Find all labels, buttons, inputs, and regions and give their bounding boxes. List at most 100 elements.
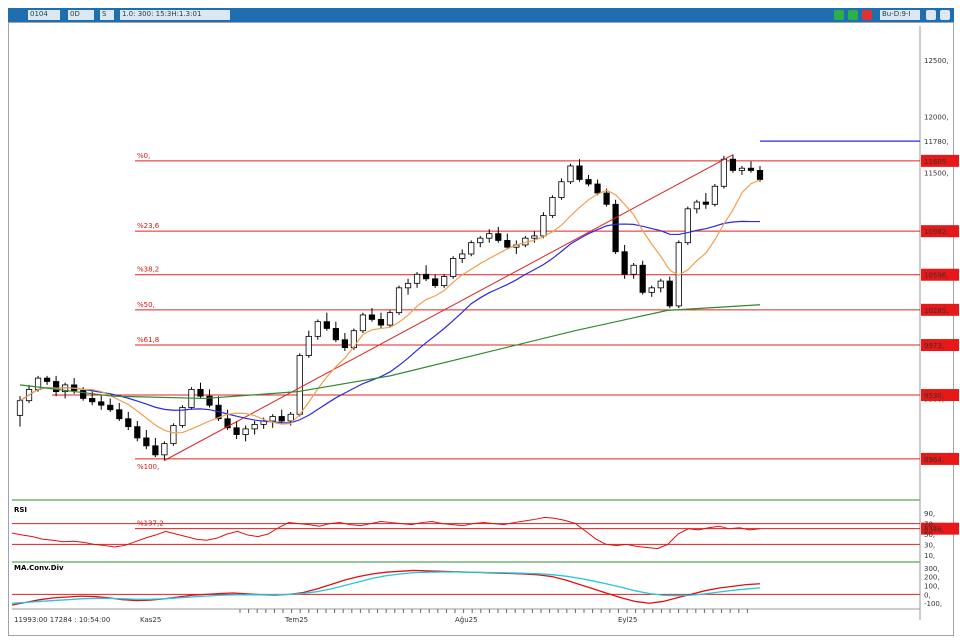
minimize-icon[interactable]	[926, 10, 936, 20]
title-field-period[interactable]: 0D	[68, 10, 94, 20]
candle-body	[747, 167, 755, 171]
last-price-label: 11780,	[924, 138, 949, 146]
fib-level-label: %0,	[137, 152, 150, 160]
candle-body	[630, 264, 637, 275]
fib-price-tag-label: 8964,	[924, 456, 944, 464]
fib-price-tag-label: 10596,	[924, 272, 949, 280]
candle-body	[98, 401, 105, 406]
candle-body	[16, 400, 24, 416]
candle-body	[612, 203, 619, 253]
candle-body	[314, 321, 321, 337]
candle-body	[152, 445, 159, 456]
time-axis-label: Eyl25	[618, 616, 637, 624]
title-field-type[interactable]: S	[100, 10, 114, 20]
candle-body	[558, 181, 565, 198]
candle-body	[395, 287, 403, 314]
macd-tick-label: 200,	[924, 574, 940, 582]
candle-body	[377, 319, 385, 326]
title-field-ohlc: 1.0: 300: 15:3H:1.3:01	[120, 10, 230, 20]
candle-body	[224, 418, 231, 429]
candle-body	[702, 201, 709, 205]
candle-body	[125, 418, 132, 428]
candle-body	[359, 314, 367, 332]
fib-level-label: %50,	[137, 301, 155, 309]
candle-body	[233, 427, 240, 435]
fib-price-tag	[921, 303, 959, 316]
time-axis-label: Kas25	[140, 616, 161, 624]
candle-body	[549, 197, 556, 217]
candle-body	[179, 407, 186, 426]
rsi-tick-label: 90,	[924, 510, 935, 518]
candle-body	[621, 251, 628, 275]
fib-price-tag-label: 10285,	[924, 307, 949, 315]
time-axis-label: Tem25	[284, 616, 308, 624]
window-icon-green[interactable]	[834, 10, 844, 20]
candle-body	[450, 258, 457, 277]
candle-body	[531, 235, 538, 239]
candle-body	[269, 416, 276, 422]
fib-level-label: %23,6	[137, 222, 160, 230]
fib-price-tag	[921, 225, 959, 238]
candle-body	[386, 312, 394, 326]
rsi-tick-label: 10,	[924, 552, 935, 560]
fib-price-tag-label: 9973,	[924, 342, 944, 350]
fib-price-tag-label: 10982,	[924, 228, 949, 236]
macd-tick-label: 0,	[924, 591, 931, 599]
candle-body	[43, 377, 51, 382]
candle-body	[287, 413, 294, 422]
candle-body	[52, 381, 60, 393]
candle-body	[693, 201, 700, 210]
moving-average-line	[19, 220, 760, 424]
fib-price-tag	[921, 268, 959, 281]
candle-body	[332, 328, 339, 341]
candle-body	[80, 390, 87, 399]
candle-body	[441, 276, 448, 286]
candle-body	[540, 215, 547, 237]
candle-body	[413, 273, 421, 284]
window-icon-red[interactable]	[862, 10, 872, 20]
price-tick-label: 12500,	[924, 57, 949, 65]
price-tick-label: 12000,	[924, 113, 949, 121]
candle-body	[648, 287, 655, 293]
candle-body	[161, 443, 168, 456]
close-icon[interactable]	[940, 10, 950, 20]
chart-frame	[8, 22, 954, 636]
fib-price-tag-label: 11605	[924, 158, 946, 166]
time-axis-label: Ağu25	[455, 616, 478, 624]
candle-body	[576, 165, 583, 180]
fib-price-tag	[921, 389, 959, 402]
window-title-bar: 0104 0D S 1.0: 300: 15:3H:1.3:01 Bu-D:9-…	[8, 8, 954, 22]
candle-body	[323, 321, 330, 329]
candle-body	[738, 167, 746, 171]
fib-price-tag	[921, 154, 959, 167]
candle-body	[639, 264, 646, 293]
candle-body	[116, 409, 123, 420]
candle-body	[89, 398, 96, 403]
fib-price-tag-label: 8346,	[924, 526, 944, 534]
candle-body	[296, 355, 303, 415]
fib-level-label: %100,	[137, 463, 159, 471]
candle-body	[341, 339, 348, 349]
candle-body	[720, 158, 728, 187]
title-field-symbol[interactable]: 0104	[28, 10, 60, 20]
candle-body	[504, 240, 511, 248]
candle-body	[432, 278, 439, 286]
rsi-line	[11, 516, 761, 550]
fib-price-tag	[921, 452, 959, 465]
candle-body	[422, 273, 430, 280]
candle-body	[567, 165, 574, 183]
fib-trend-line	[164, 154, 734, 461]
title-field-mode[interactable]: Bu-D:9-I	[880, 10, 920, 20]
fib-price-tag-label: 9530,	[924, 392, 944, 400]
candle-body	[495, 233, 502, 241]
macd-label: MA.Conv.Div	[14, 564, 64, 572]
candle-body	[305, 335, 312, 356]
window-icon-green2[interactable]	[848, 10, 858, 20]
candle-body	[134, 426, 141, 439]
candle-body	[143, 437, 150, 447]
candle-body	[459, 253, 466, 259]
candle-body	[594, 183, 601, 194]
candle-body	[368, 314, 376, 320]
candle-body	[603, 192, 610, 205]
